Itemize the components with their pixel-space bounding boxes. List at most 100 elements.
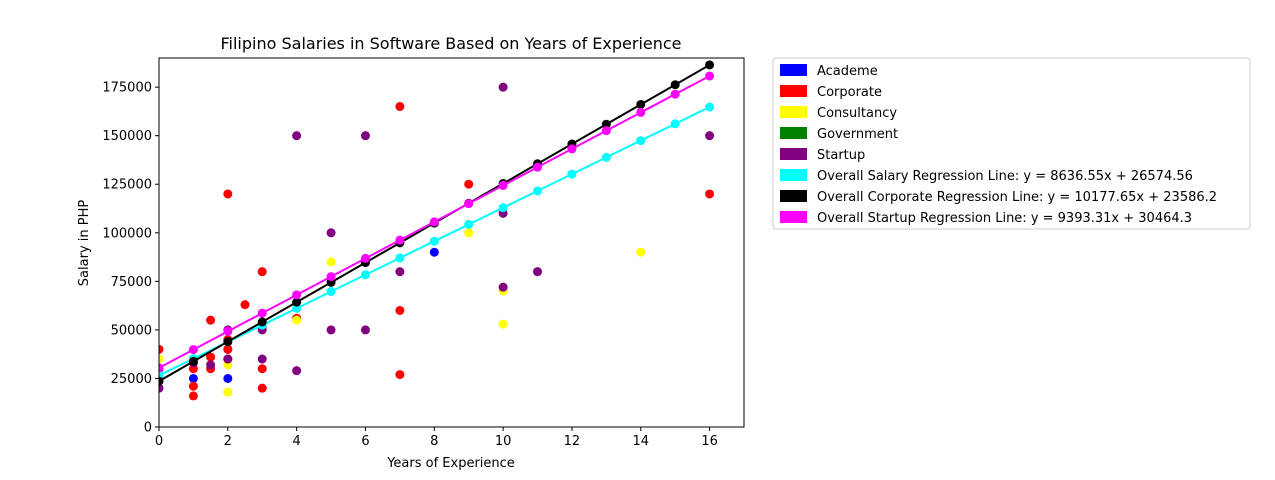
overall-salary-regression-line-point (567, 169, 577, 179)
plot-frame (158, 57, 745, 428)
x-tick-label: 6 (361, 434, 369, 449)
overall-corporate-regression-line-point (636, 99, 646, 109)
startup-point (395, 267, 405, 277)
startup-point (533, 267, 543, 277)
consultancy-point (292, 315, 302, 325)
legend-swatch (780, 211, 807, 223)
startup-point (705, 131, 715, 141)
corporate-point (257, 364, 267, 374)
corporate-point (257, 267, 267, 277)
consultancy-point (464, 228, 474, 238)
corporate-point (395, 370, 405, 380)
y-tick-label: 100000 (102, 226, 152, 241)
x-axis-label: Years of Experience (386, 456, 515, 471)
overall-salary-regression-line-point (360, 270, 370, 280)
y-tick-label: 150000 (102, 129, 152, 144)
consultancy-point (223, 387, 233, 397)
x-tick-label: 4 (293, 434, 301, 449)
overall-startup-regression-line-point (257, 308, 267, 318)
startup-point (292, 131, 302, 141)
plot-area (159, 60, 715, 401)
legend-swatch (780, 85, 807, 97)
overall-salary-regression-line-point (636, 136, 646, 146)
overall-startup-regression-line-point (292, 290, 302, 300)
x-tick-label: 14 (632, 434, 649, 449)
overall-startup-regression-line-point (429, 217, 439, 227)
legend-swatch (780, 64, 807, 76)
legend-box (772, 57, 1251, 230)
overall-salary-regression-line-point (395, 253, 405, 263)
overall-salary-regression-line-point (670, 119, 680, 129)
overall-corporate-regression-line-point (188, 356, 198, 366)
overall-salary-regression-line-point (326, 287, 336, 297)
overall-salary-regression-line-point (601, 152, 611, 162)
overall-startup-regression-line-point (601, 126, 611, 136)
corporate-point (188, 391, 198, 401)
startup-point (360, 325, 370, 335)
legend-swatch (780, 127, 807, 139)
y-tick-label: 75000 (111, 275, 152, 290)
overall-salary-regression-line-point (429, 236, 439, 246)
overall-salary-regression-line-point (292, 303, 302, 313)
legend-swatch (780, 148, 807, 160)
startup-point (206, 360, 216, 370)
consultancy-point (326, 257, 336, 267)
overall-startup-regression-line-point (636, 107, 646, 117)
legend-entry: Consultancy (817, 106, 897, 121)
overall-corporate-regression-line-point (705, 60, 715, 70)
y-axis: 0 25000 50000 75000 100000 125000 150000 175000 (102, 81, 159, 436)
corporate-point (257, 383, 267, 393)
overall-startup-regression-line-point (360, 253, 370, 263)
startup-point (326, 325, 336, 335)
chart-title: Filipino Salaries in Software Based on Y… (220, 34, 681, 53)
corporate-point (395, 305, 405, 315)
academe-point (429, 247, 439, 257)
legend: Academe Corporate Consultancy Government Sta… (772, 57, 1251, 230)
overall-corporate-regression-line-point (159, 376, 164, 386)
legend-entry: Corporate (817, 85, 882, 100)
x-tick-label: 12 (564, 434, 581, 449)
y-tick-label: 175000 (102, 81, 152, 96)
overall-corporate-regression-line-point (670, 80, 680, 90)
overall-startup-regression-line-point (326, 272, 336, 282)
overall-salary-regression-line-point (705, 102, 715, 112)
y-tick-label: 50000 (111, 323, 152, 338)
corporate-point (240, 300, 250, 310)
overall-startup-regression-line-point (188, 345, 198, 355)
x-tick-label: 2 (224, 434, 232, 449)
startup-point (326, 228, 336, 238)
y-tick-label: 125000 (102, 178, 152, 193)
x-tick-label: 8 (430, 434, 438, 449)
y-axis-label: Salary in PHP (77, 200, 92, 287)
corporate-point (159, 344, 164, 354)
legend-entry: Government (817, 127, 898, 142)
startup-point (159, 383, 164, 393)
legend-entry: Overall Startup Regression Line: y = 939… (817, 211, 1192, 226)
legend-swatch (780, 190, 807, 202)
startup-point (498, 282, 508, 292)
overall-startup-regression-line-point (395, 235, 405, 245)
consultancy-point (498, 319, 508, 329)
startup-point (292, 366, 302, 376)
x-axis: 0 2 4 6 8 10 12 14 16 (155, 427, 718, 449)
overall-startup-regression-line-point (498, 180, 508, 190)
corporate-point (223, 189, 233, 199)
overall-salary-regression-line-point (533, 186, 543, 196)
corporate-point (464, 179, 474, 189)
consultancy-point (636, 247, 646, 257)
legend-entry: Startup (817, 148, 865, 163)
overall-salary-regression-line-point (464, 219, 474, 229)
corporate-point (705, 189, 715, 199)
consultancy-point (159, 354, 164, 364)
overall-startup-regression-line-point (567, 144, 577, 154)
overall-corporate-regression-line-point (292, 297, 302, 307)
y-tick-label: 25000 (111, 372, 152, 387)
corporate-point (395, 102, 405, 112)
overall-startup-regression-line-point (533, 162, 543, 172)
legend-swatch (780, 106, 807, 118)
overall-corporate-regression-line-point (257, 317, 267, 327)
legend-entry: Overall Corporate Regression Line: y = 1… (817, 190, 1217, 205)
corporate-point (206, 352, 216, 362)
corporate-point (206, 315, 216, 325)
